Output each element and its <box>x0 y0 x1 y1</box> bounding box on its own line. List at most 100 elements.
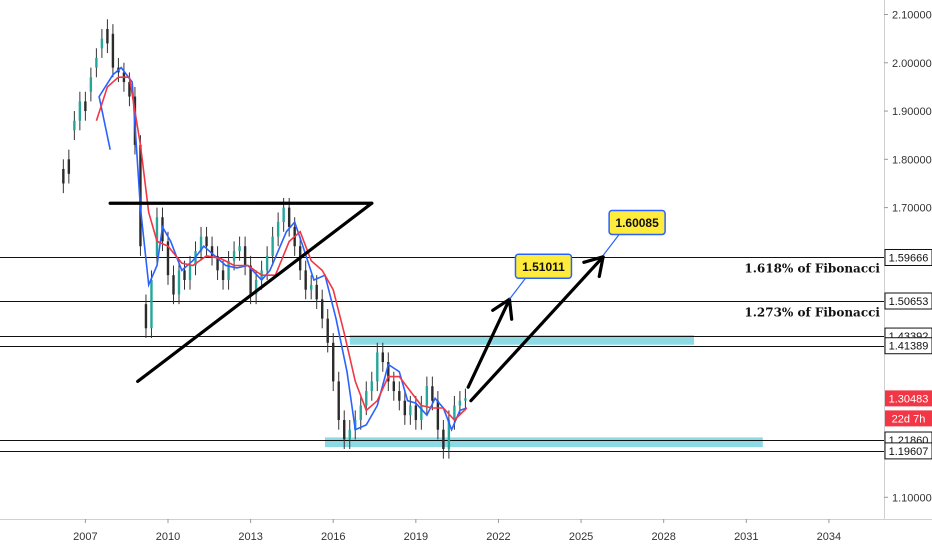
candle-body-64 <box>414 405 418 421</box>
x-tick-label-1: 2010 <box>156 531 180 543</box>
fibonacci-label-0: 1.618% of Fibonacci <box>744 262 880 276</box>
candle-body-9 <box>111 33 115 68</box>
candle-body-49 <box>332 342 335 382</box>
candle-body-15 <box>144 304 148 329</box>
candle-body-8 <box>106 28 109 44</box>
callout-pointer-0 <box>508 277 526 300</box>
candle-body-56 <box>370 381 373 392</box>
candle-body-0 <box>62 168 65 184</box>
triangle-trendlines <box>108 201 374 384</box>
candle-body-1 <box>67 159 71 174</box>
candle-body-20 <box>172 275 175 295</box>
candle-body-16 <box>150 280 153 329</box>
candle-body-19 <box>166 241 170 276</box>
candle-body-40 <box>282 207 285 223</box>
candle-body-71 <box>453 405 456 421</box>
candle-body-46 <box>315 284 318 300</box>
x-tick-label-9: 2034 <box>817 531 841 543</box>
current-price-label: 1.30483 <box>889 393 929 405</box>
callout-pointer-1 <box>602 234 620 256</box>
level-badge-label-1: 1.50653 <box>889 296 929 308</box>
moving-average-0 <box>98 66 468 432</box>
arrow-head-1 <box>582 255 605 279</box>
candle-body-21 <box>177 270 181 295</box>
candle-body-57 <box>376 352 379 382</box>
candle-body-23 <box>188 265 192 281</box>
countdown-badge <box>885 410 932 427</box>
arrow-head-0 <box>491 297 514 321</box>
y-tick-label-0: 2.10000 <box>892 9 932 21</box>
y-tick-label-5: 1.10000 <box>892 492 932 504</box>
candle-body-59 <box>387 362 390 382</box>
time-axis[interactable]: 2007 2010 2013 2016 2019 2022 2025 2028 2031 2034 <box>73 519 841 543</box>
y-tick-label-1: 2.00000 <box>892 58 932 70</box>
horizontal-levels: 1.618% of Fibonacci 1.273% of Fibonacci <box>0 257 884 452</box>
candle-body-14 <box>139 144 142 247</box>
candle-body-6 <box>95 57 98 68</box>
target-callouts: 1.51011 1.60085 <box>508 209 666 300</box>
candle-body-4 <box>84 101 87 112</box>
callout-box-1 <box>608 209 666 236</box>
price-badges: 1.596661.506531.433921.413891.218601.196… <box>884 248 932 460</box>
candle-body-63 <box>409 405 412 416</box>
x-tick-label-0: 2007 <box>73 531 97 543</box>
candle-body-39 <box>276 222 280 237</box>
candle-body-34 <box>249 265 252 295</box>
x-tick-label-8: 2031 <box>734 531 758 543</box>
candle-body-73 <box>464 398 467 401</box>
x-tick-label-7: 2028 <box>651 531 675 543</box>
candle-body-12 <box>128 82 131 97</box>
candle-body-62 <box>403 400 407 416</box>
fibonacci-label-1: 1.273% of Fibonacci <box>744 306 880 320</box>
level-badge-label-0: 1.59666 <box>889 252 929 264</box>
candle-body-50 <box>337 381 340 421</box>
y-tick-label-3: 1.80000 <box>892 154 932 166</box>
candle-body-29 <box>221 270 225 281</box>
candle-body-67 <box>431 386 434 401</box>
candle-body-30 <box>227 260 230 281</box>
countdown-label: 22d 7h <box>892 413 926 425</box>
x-tick-label-5: 2022 <box>486 531 510 543</box>
projection-arrows <box>466 255 605 403</box>
candle-body-70 <box>447 420 451 449</box>
candle-body-26 <box>205 236 208 247</box>
candle-body-17 <box>155 217 159 256</box>
moving-average-1 <box>95 76 468 422</box>
y-tick-label-4: 1.70000 <box>892 203 932 215</box>
candle-body-28 <box>216 255 219 271</box>
zone-0 <box>349 335 694 345</box>
y-tick-label-2: 1.90000 <box>892 106 932 118</box>
candle-body-47 <box>321 299 324 319</box>
candle-body-69 <box>442 429 445 449</box>
candle-body-60 <box>392 381 396 392</box>
level-badge-label-3: 1.41389 <box>889 341 929 353</box>
moving-averages <box>95 66 468 432</box>
level-badge-3 <box>884 337 932 355</box>
trendline-1 <box>136 201 374 384</box>
x-tick-label-6: 2025 <box>569 531 593 543</box>
level-badge-1 <box>884 292 932 310</box>
price-axis[interactable]: 2.10000 2.00000 1.90000 1.80000 1.70000 1.100… <box>884 9 932 504</box>
level-badge-label-5: 1.19607 <box>889 446 929 458</box>
zone-1 <box>324 437 763 448</box>
candle-body-3 <box>78 101 82 121</box>
x-tick-label-4: 2019 <box>404 531 428 543</box>
candle-body-2 <box>73 120 76 131</box>
candle-body-54 <box>359 405 362 421</box>
support-resistance-zones <box>324 335 763 448</box>
candle-body-41 <box>287 207 291 227</box>
candle-body-31 <box>232 251 236 261</box>
candle-body-32 <box>238 246 241 252</box>
current-price-badge <box>885 390 932 407</box>
candle-body-61 <box>398 391 401 401</box>
candle-body-5 <box>89 77 93 92</box>
candle-body-51 <box>343 420 346 440</box>
candle-body-45 <box>309 284 313 290</box>
level-badge-0 <box>884 248 932 266</box>
candle-body-58 <box>381 352 384 363</box>
arrow-shaft-1 <box>469 255 605 403</box>
candle-body-7 <box>100 38 104 49</box>
candle-body-37 <box>265 255 269 271</box>
